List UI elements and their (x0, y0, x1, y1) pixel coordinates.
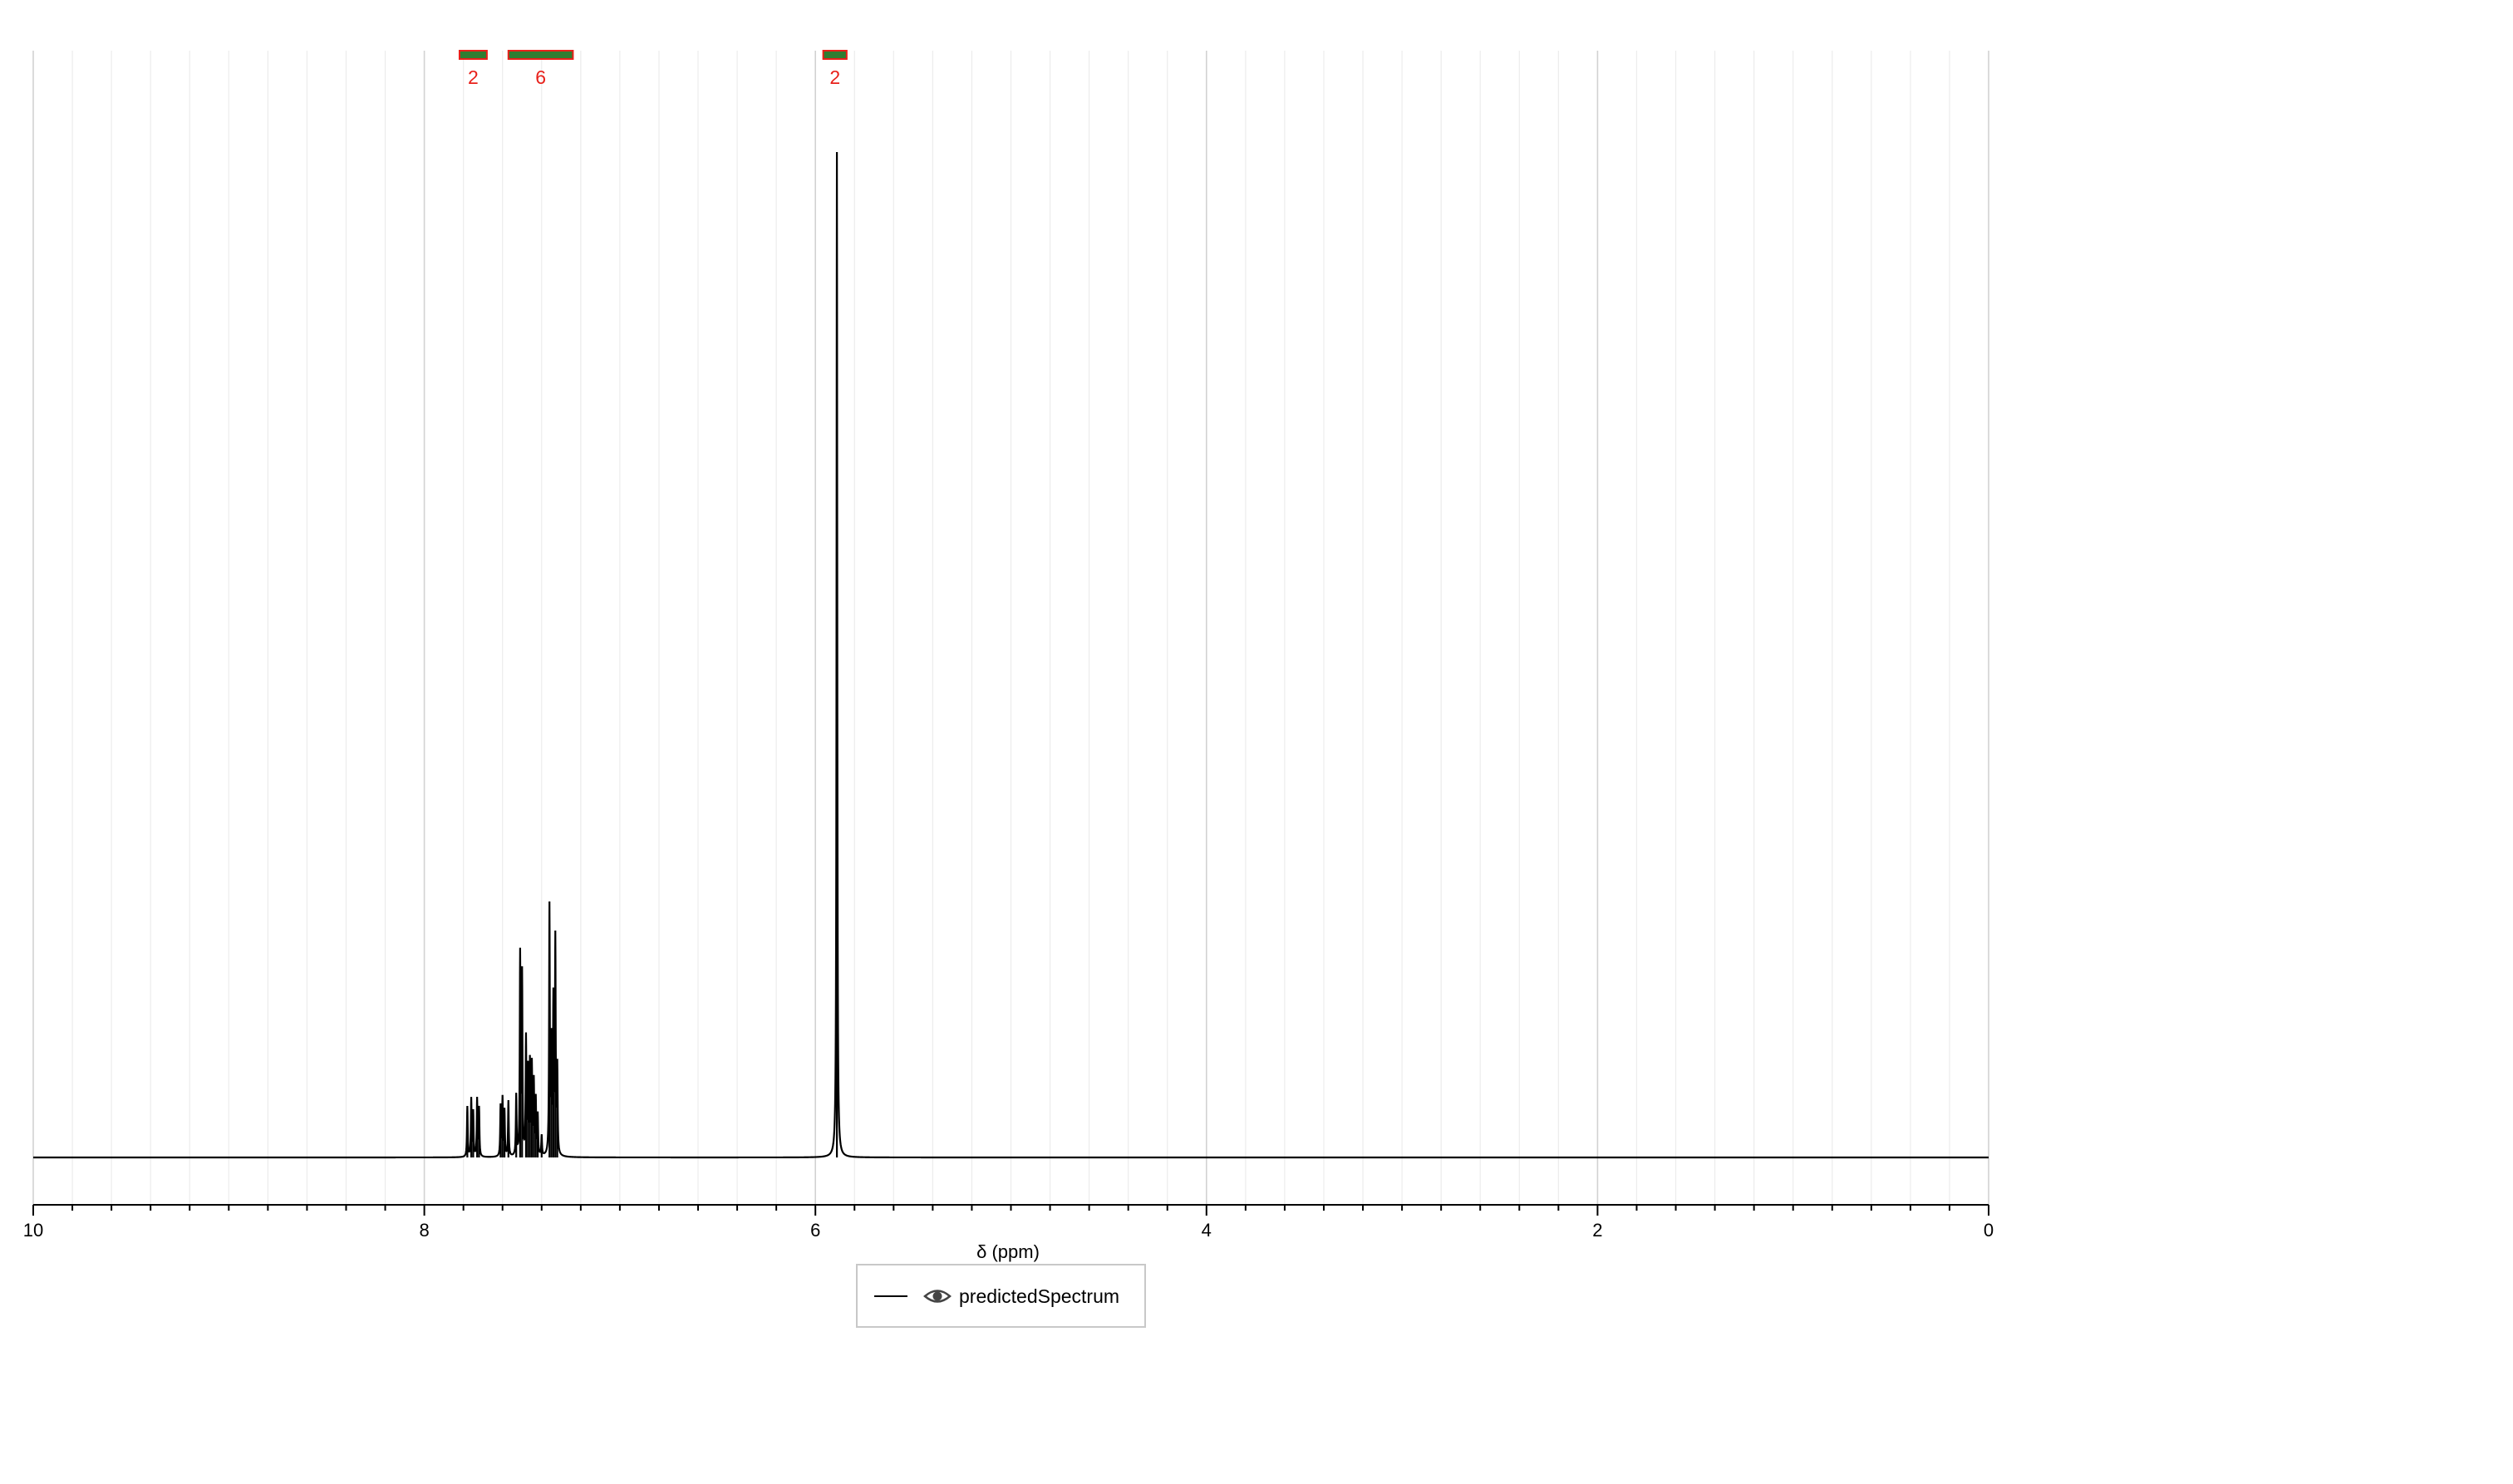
x-tick-label: 2 (1592, 1220, 1602, 1241)
spectrum-line (33, 151, 1989, 1159)
x-tick-label: 8 (419, 1220, 429, 1241)
legend[interactable]: predictedSpectrum (856, 1264, 1146, 1328)
x-axis-title: δ (ppm) (976, 1241, 1040, 1262)
x-tick-label: 10 (23, 1220, 43, 1241)
x-axis: 10 8 6 4 2 0 (23, 1204, 1994, 1241)
x-tick-label: 6 (810, 1220, 820, 1241)
integral-label: 2 (468, 66, 479, 88)
eye-icon[interactable] (923, 1290, 952, 1303)
integrals: 2 6 2 (458, 50, 848, 88)
integral-bar (507, 50, 574, 60)
integral-label: 2 (829, 66, 840, 88)
x-tick-label: 4 (1202, 1220, 1212, 1241)
integral-bar (822, 50, 848, 60)
legend-series-label: predictedSpectrum (959, 1285, 1119, 1307)
grid-lines (32, 51, 1989, 1205)
x-tick-label: 0 (1984, 1220, 1994, 1241)
integral-bar (458, 50, 488, 60)
integral-label: 6 (535, 66, 546, 88)
